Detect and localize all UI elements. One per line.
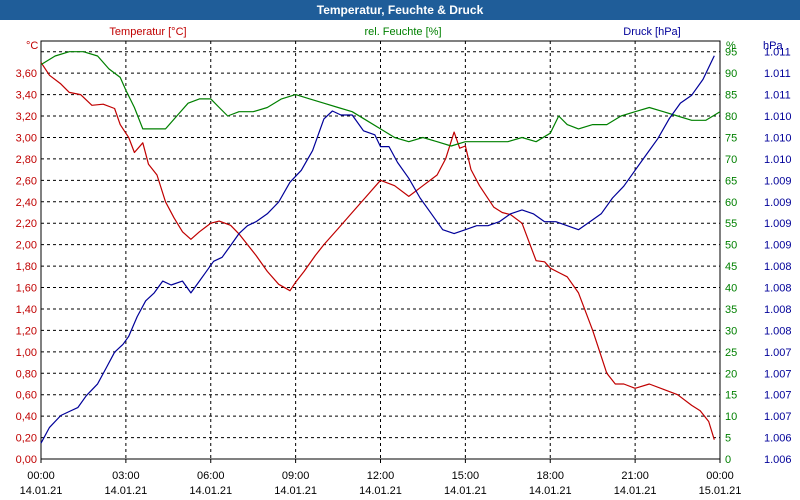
pressure-legend-label: Druck [hPa] (623, 26, 680, 38)
temperature-tick-label: 1,20 (16, 325, 37, 337)
x-date-label: 14.01.21 (614, 485, 657, 497)
humidity-tick-label: 90 (725, 68, 737, 80)
temperature-tick-label: 1,00 (16, 347, 37, 359)
humidity-tick-label: 35 (725, 304, 737, 316)
x-time-label: 00:00 (706, 470, 734, 482)
humidity-tick-label: 0 (725, 454, 731, 466)
plot-frame (40, 40, 721, 460)
humidity-tick-label: 5 (725, 433, 731, 445)
grid (40, 41, 721, 463)
pressure-tick-label: 1.007 (764, 390, 792, 402)
humidity-tick-label: 55 (725, 218, 737, 230)
x-date-label: 14.01.21 (274, 485, 317, 497)
temperature-legend-label: Temperatur [°C] (109, 26, 186, 38)
x-time-label: 21:00 (621, 470, 649, 482)
temperature-tick-label: 3,20 (16, 111, 37, 123)
humidity-tick-label: 60 (725, 197, 737, 209)
humidity-tick-label: 30 (725, 325, 737, 337)
x-time-label: 18:00 (536, 470, 564, 482)
temperature-tick-label: 1,60 (16, 283, 37, 295)
series-lines (40, 51, 721, 444)
series-line-pressure (40, 55, 715, 444)
pressure-tick-label: 1.008 (764, 325, 792, 337)
temperature-unit-label: °C (26, 40, 38, 52)
temperature-tick-label: 2,00 (16, 240, 37, 252)
humidity-tick-label: 15 (725, 390, 737, 402)
x-time-label: 15:00 (452, 470, 480, 482)
humidity-tick-label: 25 (725, 347, 737, 359)
x-time-label: 00:00 (27, 470, 55, 482)
humidity-tick-label: 80 (725, 111, 737, 123)
humidity-tick-label: 75 (725, 132, 737, 144)
x-time-label: 09:00 (282, 470, 310, 482)
humidity-tick-label: 10 (725, 411, 737, 423)
x-time-label: 12:00 (367, 470, 395, 482)
pressure-tick-label: 1.008 (764, 283, 792, 295)
pressure-unit-label: hPa (763, 40, 783, 52)
pressure-tick-label: 1.011 (764, 90, 791, 102)
temperature-tick-label: 1,80 (16, 261, 37, 273)
pressure-tick-label: 1.010 (764, 132, 792, 144)
pressure-tick-label: 1.007 (764, 411, 792, 423)
pressure-tick-label: 1.008 (764, 304, 792, 316)
pressure-tick-label: 1.009 (764, 175, 792, 187)
x-date-label: 14.01.21 (104, 485, 147, 497)
pressure-tick-label: 1.007 (764, 368, 792, 380)
temperature-tick-label: 0,20 (16, 433, 37, 445)
x-date-label: 14.01.21 (20, 485, 63, 497)
temperature-tick-label: 0,60 (16, 390, 37, 402)
x-date-label: 14.01.21 (189, 485, 232, 497)
temperature-tick-label: 2,80 (16, 154, 37, 166)
humidity-tick-label: 45 (725, 261, 737, 273)
temperature-tick-label: 1,40 (16, 304, 37, 316)
pressure-tick-label: 1.010 (764, 111, 792, 123)
pressure-tick-label: 1.008 (764, 261, 792, 273)
pressure-tick-label: 1.009 (764, 197, 792, 209)
temperature-tick-label: 3,00 (16, 132, 37, 144)
pressure-tick-label: 1.006 (764, 454, 792, 466)
x-date-label: 14.01.21 (444, 485, 487, 497)
series-line-temperature (40, 62, 715, 440)
x-time-label: 06:00 (197, 470, 225, 482)
humidity-tick-label: 95 (725, 47, 737, 59)
humidity-legend-label: rel. Feuchte [%] (364, 26, 441, 38)
temperature-tick-label: 3,60 (16, 68, 37, 80)
humidity-tick-label: 65 (725, 175, 737, 187)
humidity-unit-label: % (726, 40, 736, 52)
humidity-tick-label: 70 (725, 154, 737, 166)
chart-title: Temperatur, Feuchte & Druck (0, 0, 800, 20)
series-line-humidity (40, 51, 721, 147)
pressure-tick-label: 1.010 (764, 154, 792, 166)
humidity-tick-label: 40 (725, 283, 737, 295)
x-time-label: 03:00 (112, 470, 140, 482)
temperature-tick-label: 0,40 (16, 411, 37, 423)
x-date-label: 14.01.21 (529, 485, 572, 497)
temperature-tick-label: 3,40 (16, 90, 37, 102)
temperature-tick-label: 2,20 (16, 218, 37, 230)
x-date-label: 15.01.21 (699, 485, 742, 497)
pressure-tick-label: 1.009 (764, 240, 792, 252)
pressure-tick-label: 1.009 (764, 218, 792, 230)
pressure-tick-label: 1.006 (764, 433, 792, 445)
pressure-tick-label: 1.007 (764, 347, 792, 359)
pressure-tick-label: 1.011 (764, 68, 791, 80)
temperature-tick-label: 2,60 (16, 175, 37, 187)
humidity-tick-label: 20 (725, 368, 737, 380)
pressure-tick-label: 1.011 (764, 47, 791, 59)
temperature-tick-label: 0,80 (16, 368, 37, 380)
humidity-tick-label: 85 (725, 90, 737, 102)
x-date-label: 14.01.21 (359, 485, 402, 497)
temperature-tick-label: 2,40 (16, 197, 37, 209)
humidity-tick-label: 50 (725, 240, 737, 252)
tick-labels: 0,00 0 1.006 0,20 5 1.006 0,40 10 1.007 0,60 15 1.0… (16, 47, 792, 497)
temperature-tick-label: 0,00 (16, 454, 37, 466)
